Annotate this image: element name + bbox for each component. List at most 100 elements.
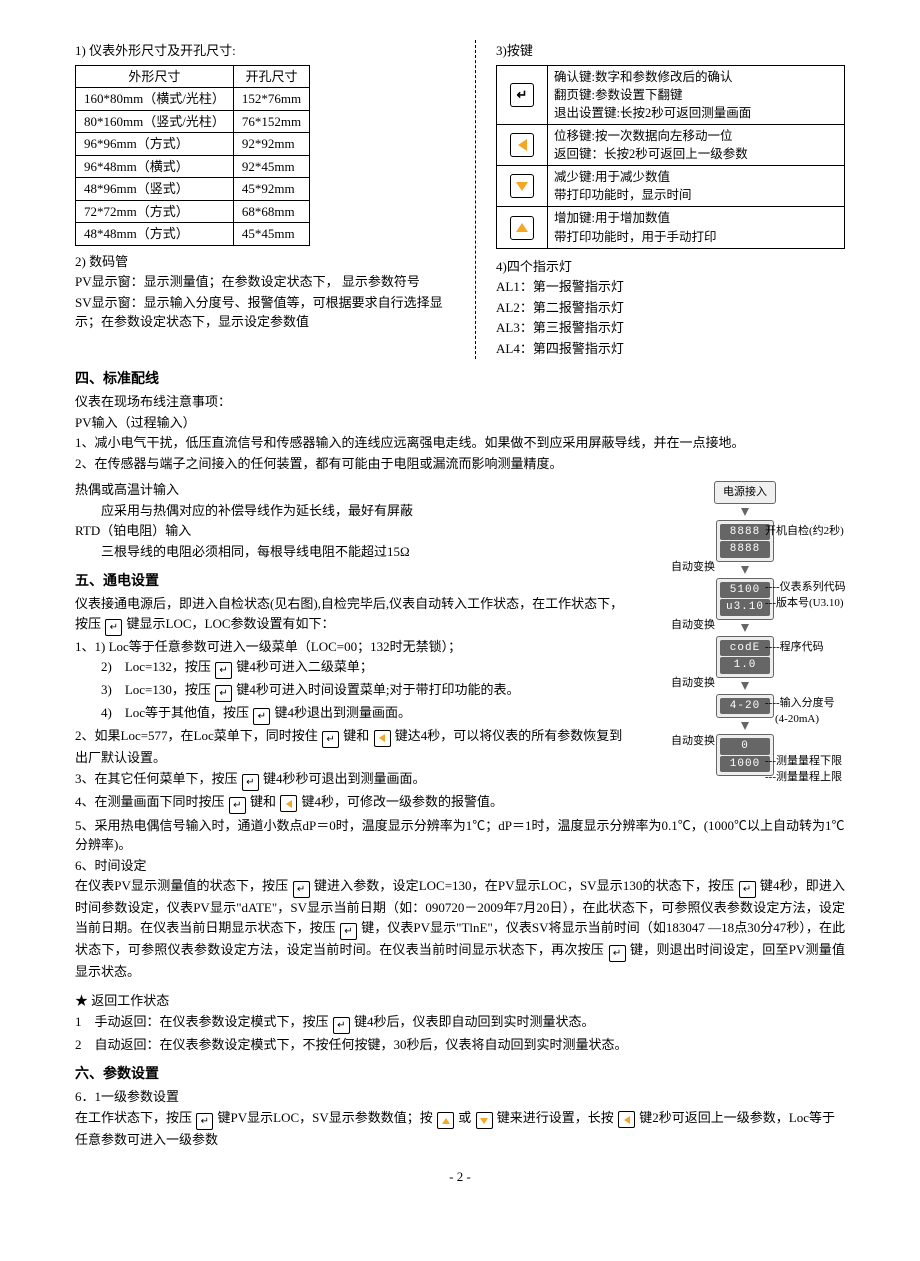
s6-p5: 5、采用热电偶信号输入时，通道小数点dP＝0时，温度显示分辨率为1℃；dP＝1时… bbox=[75, 816, 845, 855]
dim-th-0: 外形尺寸 bbox=[76, 65, 234, 88]
key-desc: 确认键:数字和参数修改后的确认翻页键:参数设置下翻键退出设置键:长按2秒可返回测… bbox=[548, 66, 844, 124]
s6-p6: 在仪表PV显示测量值的状态下，按压 ↵ 键进入参数，设定LOC=130，在PV显… bbox=[75, 876, 845, 981]
al2: AL2：第二报警指示灯 bbox=[496, 298, 845, 318]
flow-note: ----程序代码 bbox=[765, 639, 824, 656]
dim-cell: 48*48mm（方式） bbox=[76, 223, 234, 246]
s5-l1: 仪表在现场布线注意事项： bbox=[75, 392, 845, 412]
key-row-enter: ↵ 确认键:数字和参数修改后的确认翻页键:参数设置下翻键退出设置键:长按2秒可返… bbox=[497, 66, 844, 125]
key-desc: 增加键:用于增加数值带打印功能时，用于手动打印 bbox=[548, 207, 844, 247]
flow-digit: 0 bbox=[720, 738, 770, 755]
inline-enter-icon: ↵ bbox=[293, 881, 310, 898]
s6-li1: 1、1) Loc等于任意参数可进入一级菜单（LOC=00；132时无禁锁）； bbox=[75, 637, 635, 657]
flow-auto: 自动变换 bbox=[671, 675, 715, 692]
section7-sub: 6．1一级参数设置 bbox=[75, 1087, 845, 1107]
flow-note: ----仪表系列代码 bbox=[765, 579, 846, 596]
section4-title: 4)四个指示灯 bbox=[496, 257, 845, 277]
dim-cell: 92*92mm bbox=[233, 133, 309, 156]
inline-left-icon bbox=[618, 1111, 635, 1128]
dim-cell: 160*80mm（横式/光柱） bbox=[76, 88, 234, 111]
inline-enter-icon: ↵ bbox=[215, 662, 232, 679]
inline-up-icon bbox=[437, 1112, 454, 1129]
inline-enter-icon: ↵ bbox=[229, 797, 246, 814]
flow-diagram: 电源接入 88888888 开机自检(约2秒) 自动变换 5100u3.10 -… bbox=[645, 479, 845, 815]
dimensions-table: 外形尺寸 开孔尺寸 160*80mm（横式/光柱）152*76mm 80*160… bbox=[75, 65, 310, 246]
inline-left-icon bbox=[280, 795, 297, 812]
flow-note: ----输入分度号 bbox=[765, 695, 835, 712]
flow-digit: 1000 bbox=[720, 756, 770, 773]
s5-l2: PV输入（过程输入） bbox=[75, 413, 845, 433]
s6-p1: 仪表接通电源后，即进入自检状态(见右图),自检完毕后,仪表自动转入工作状态，在工… bbox=[75, 594, 635, 636]
inline-enter-icon: ↵ bbox=[242, 774, 259, 791]
dim-cell: 72*72mm（方式） bbox=[76, 200, 234, 223]
inline-enter-icon: ↵ bbox=[739, 881, 756, 898]
s6-li4: 4) Loc等于其他值，按压 ↵ 键4秒退出到测量画面。 bbox=[75, 703, 635, 725]
keys-box: ↵ 确认键:数字和参数修改后的确认翻页键:参数设置下翻键退出设置键:长按2秒可返… bbox=[496, 65, 845, 249]
flow-auto: 自动变换 bbox=[671, 617, 715, 634]
key-row-up: 增加键:用于增加数值带打印功能时，用于手动打印 bbox=[497, 207, 844, 247]
inline-enter-icon: ↵ bbox=[340, 923, 357, 940]
section7-title: 六、参数设置 bbox=[75, 1064, 845, 1085]
section6-title: 五、通电设置 bbox=[75, 571, 635, 592]
dim-cell: 68*68mm bbox=[233, 200, 309, 223]
s5-l5: 热偶或高温计输入 bbox=[75, 480, 635, 500]
flow-note: ---测量量程下限 bbox=[765, 753, 842, 770]
dim-cell: 92*45mm bbox=[233, 155, 309, 178]
star-1: 1 手动返回：在仪表参数设定模式下，按压 ↵ 键4秒后，仪表即自动回到实时测量状… bbox=[75, 1012, 845, 1034]
flow-note: ---测量量程上限 bbox=[765, 769, 842, 786]
al1: AL1：第一报警指示灯 bbox=[496, 277, 845, 297]
flow-note: ---版本号(U3.10) bbox=[765, 595, 844, 612]
section2-title: 2) 数码管 bbox=[75, 252, 460, 272]
s5-l8: 三根导线的电阻必须相同，每根导线电阻不能超过15Ω bbox=[75, 542, 635, 562]
s6-p2: 2、如果Loc=577，在Loc菜单下，同时按住 ↵ 键和 键达4秒，可以将仪表… bbox=[75, 726, 635, 768]
s5-l7: RTD（铂电阻）输入 bbox=[75, 521, 635, 541]
left-key-icon bbox=[510, 133, 534, 157]
flow-digit: codE bbox=[720, 640, 770, 657]
inline-enter-icon: ↵ bbox=[215, 685, 232, 702]
flow-digit: 1.0 bbox=[720, 657, 770, 674]
s6-p3: 3、在其它任何菜单下，按压 ↵ 键4秒秒可退出到测量画面。 bbox=[75, 769, 635, 791]
s5-l6: 应采用与热偶对应的补偿导线作为延长线，最好有屏蔽 bbox=[75, 501, 635, 521]
dim-cell: 48*96mm（竖式） bbox=[76, 178, 234, 201]
inline-enter-icon: ↵ bbox=[609, 945, 626, 962]
dim-cell: 96*96mm（方式） bbox=[76, 133, 234, 156]
flow-auto: 自动变换 bbox=[671, 733, 715, 750]
section1-title: 1) 仪表外形尺寸及开孔尺寸: bbox=[75, 41, 460, 61]
s5-l4: 2、在传感器与端子之间接入的任何装置，都有可能由于电阻或漏流而影响测量精度。 bbox=[75, 454, 845, 474]
dim-th-1: 开孔尺寸 bbox=[233, 65, 309, 88]
flow-digit: u3.10 bbox=[720, 599, 770, 616]
inline-left-icon bbox=[374, 730, 391, 747]
s6-li2: 2) Loc=132，按压 ↵ 键4秒可进入二级菜单； bbox=[75, 657, 635, 679]
page-number: - 2 - bbox=[75, 1167, 845, 1187]
dim-cell: 96*48mm（横式） bbox=[76, 155, 234, 178]
inline-enter-icon: ↵ bbox=[253, 708, 270, 725]
flow-power: 电源接入 bbox=[714, 481, 776, 504]
flow-digit: 5100 bbox=[720, 582, 770, 599]
flow-note: (4-20mA) bbox=[775, 711, 819, 728]
inline-down-icon bbox=[476, 1112, 493, 1129]
enter-key-icon: ↵ bbox=[510, 83, 534, 107]
dim-cell: 45*45mm bbox=[233, 223, 309, 246]
dim-cell: 45*92mm bbox=[233, 178, 309, 201]
dim-cell: 152*76mm bbox=[233, 88, 309, 111]
al4: AL4：第四报警指示灯 bbox=[496, 339, 845, 359]
dim-cell: 76*152mm bbox=[233, 110, 309, 133]
flow-digit: 8888 bbox=[720, 541, 770, 558]
key-row-left: 位移键:按一次数据向左移动一位返回键：长按2秒可返回上一级参数 bbox=[497, 125, 844, 166]
al3: AL3：第三报警指示灯 bbox=[496, 318, 845, 338]
inline-enter-icon: ↵ bbox=[322, 731, 339, 748]
dim-cell: 80*160mm（竖式/光柱） bbox=[76, 110, 234, 133]
s5-l3: 1、减小电气干扰，低压直流信号和传感器输入的连线应远离强电走线。如果做不到应采用… bbox=[75, 433, 845, 453]
inline-enter-icon: ↵ bbox=[196, 1113, 213, 1130]
key-row-down: 减少键:用于减少数值带打印功能时，显示时间 bbox=[497, 166, 844, 207]
inline-enter-icon: ↵ bbox=[105, 619, 122, 636]
key-desc: 位移键:按一次数据向左移动一位返回键：长按2秒可返回上一级参数 bbox=[548, 125, 844, 165]
key-desc: 减少键:用于减少数值带打印功能时，显示时间 bbox=[548, 166, 844, 206]
flow-auto: 自动变换 bbox=[671, 559, 715, 576]
flow-digit: 8888 bbox=[720, 524, 770, 541]
star-2: 2 自动返回：在仪表参数设定模式下，不按任何按键，30秒后，仪表将自动回到实时测… bbox=[75, 1035, 845, 1055]
section3-title: 3)按键 bbox=[496, 41, 845, 61]
s6-li3: 3) Loc=130，按压 ↵ 键4秒可进入时间设置菜单;对于带打印功能的表。 bbox=[75, 680, 635, 702]
section5-title: 四、标准配线 bbox=[75, 369, 845, 390]
pv-desc: PV显示窗：显示测量值；在参数设定状态下， 显示参数符号 bbox=[75, 272, 460, 292]
section7-p1: 在工作状态下，按压 ↵ 键PV显示LOC，SV显示参数数值；按 或 键来进行设置… bbox=[75, 1108, 845, 1150]
